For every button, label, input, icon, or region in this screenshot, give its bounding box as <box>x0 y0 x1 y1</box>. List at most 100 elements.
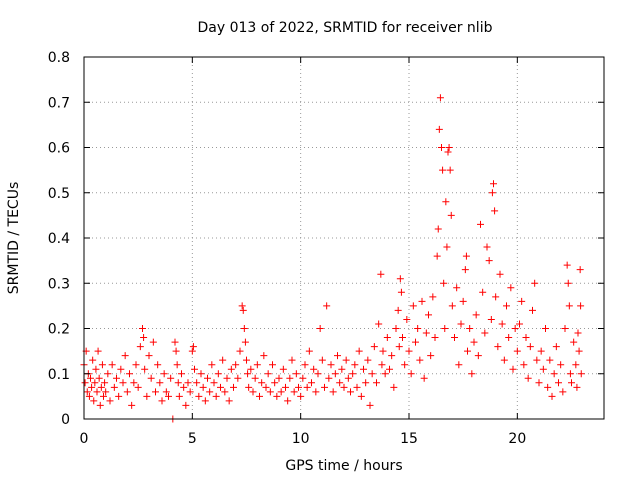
data-point <box>487 315 495 323</box>
y-tick-label: 0.2 <box>48 322 70 338</box>
data-point <box>561 325 569 332</box>
data-point <box>292 370 300 378</box>
data-point <box>87 374 94 382</box>
y-tick-labels: 0 0.1 0.2 0.3 0.4 0.5 0.6 0.7 0.8 <box>48 50 70 428</box>
x-tick-label: 5 <box>188 431 197 447</box>
y-tick-label: 0.1 <box>48 367 70 383</box>
data-point <box>193 379 201 387</box>
data-point <box>249 388 257 396</box>
data-point <box>201 397 209 405</box>
data-point <box>188 347 196 355</box>
data-point <box>427 352 435 360</box>
y-tick-label: 0.5 <box>48 186 70 202</box>
data-point <box>505 334 513 342</box>
data-point <box>132 361 140 369</box>
data-point <box>284 397 292 405</box>
data-point <box>149 338 157 346</box>
data-point <box>323 302 331 310</box>
data-point <box>128 401 136 409</box>
data-point <box>347 388 354 396</box>
data-point <box>139 325 146 332</box>
data-point <box>378 361 386 369</box>
data-point <box>498 320 506 328</box>
data-point <box>405 347 413 355</box>
data-point <box>368 370 376 378</box>
data-point <box>445 144 453 151</box>
data-point <box>96 401 104 409</box>
chart-title: Day 013 of 2022, SRMTID for receiver nli… <box>198 20 493 36</box>
data-point <box>444 148 452 156</box>
y-tick-label: 0.4 <box>48 231 70 247</box>
data-point <box>535 379 543 387</box>
data-point <box>566 370 574 378</box>
data-point <box>136 343 144 351</box>
data-point <box>156 379 164 387</box>
data-point <box>327 361 335 369</box>
data-point <box>145 352 153 360</box>
data-point <box>83 388 91 396</box>
data-point <box>503 302 510 310</box>
data-point <box>537 347 545 355</box>
data-point <box>457 320 465 328</box>
data-point <box>509 365 517 373</box>
data-point <box>544 383 552 391</box>
data-point <box>318 356 326 364</box>
data-point <box>101 379 109 387</box>
data-point <box>436 94 444 102</box>
data-point <box>565 302 573 310</box>
data-point <box>197 370 205 378</box>
data-point <box>548 392 556 400</box>
data-point <box>403 315 411 323</box>
data-point <box>167 374 175 382</box>
data-point <box>251 374 259 382</box>
data-point <box>91 379 99 387</box>
data-point <box>266 388 274 396</box>
data-point <box>559 388 567 396</box>
data-point <box>244 370 252 378</box>
data-point <box>158 397 166 405</box>
data-point <box>121 352 129 360</box>
data-point <box>425 311 432 319</box>
data-point <box>557 361 565 369</box>
axis-ticks <box>83 56 604 420</box>
data-point <box>140 334 148 342</box>
data-point <box>381 370 389 378</box>
data-point <box>312 388 320 396</box>
data-point <box>388 352 396 360</box>
data-point <box>379 347 387 355</box>
data-point <box>394 306 402 314</box>
data-point <box>279 365 287 373</box>
data-point <box>331 370 339 378</box>
data-point <box>459 297 467 305</box>
data-point <box>262 383 270 391</box>
data-point <box>412 338 419 346</box>
data-point <box>108 361 116 369</box>
data-point <box>204 374 211 382</box>
data-point <box>575 347 583 355</box>
data-point <box>336 379 344 387</box>
data-point <box>441 325 449 332</box>
data-point <box>206 388 214 396</box>
data-point <box>303 383 311 391</box>
data-point <box>344 374 352 382</box>
data-point <box>496 270 504 278</box>
data-point <box>301 361 309 369</box>
data-point <box>253 361 261 369</box>
data-point <box>305 347 313 355</box>
data-point <box>234 374 242 382</box>
data-point <box>210 379 218 387</box>
data-point <box>173 361 181 369</box>
data-point <box>468 370 476 378</box>
data-point <box>115 392 123 400</box>
data-point <box>225 397 233 405</box>
data-point <box>349 370 357 378</box>
data-point <box>360 365 367 373</box>
data-point <box>264 370 272 378</box>
data-point <box>472 311 480 319</box>
data-point <box>130 379 138 387</box>
data-point <box>227 365 235 373</box>
data-point <box>297 392 305 400</box>
data-point <box>564 279 572 287</box>
data-point <box>533 356 541 364</box>
